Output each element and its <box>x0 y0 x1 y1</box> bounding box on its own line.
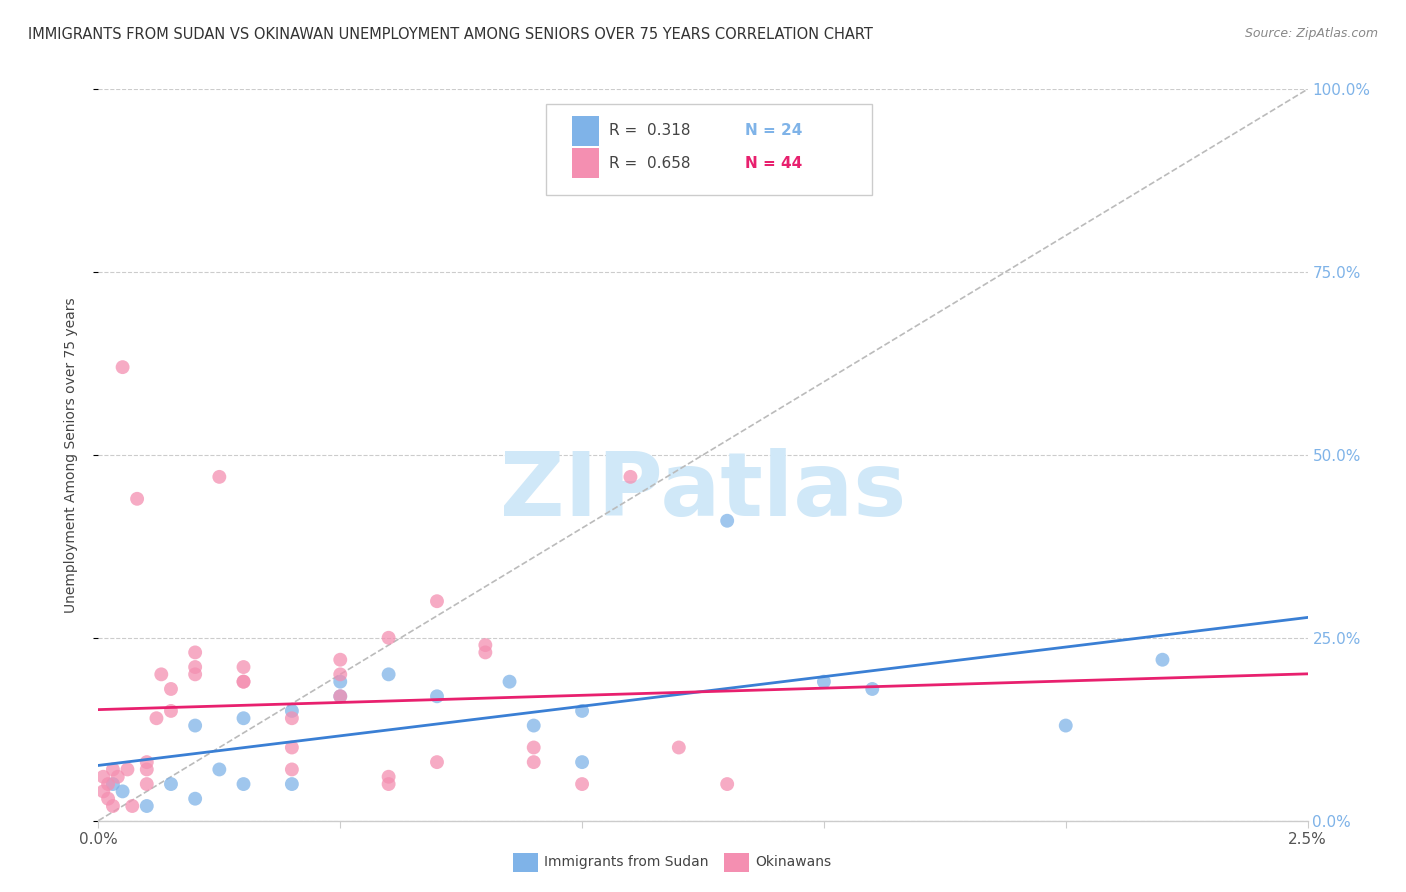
Point <box>281 740 304 755</box>
Point <box>97 791 120 805</box>
Point <box>668 740 690 755</box>
Point <box>135 755 157 769</box>
Point <box>281 711 304 725</box>
Point <box>208 763 231 777</box>
FancyBboxPatch shape <box>546 103 872 195</box>
Point <box>329 690 352 704</box>
Point <box>523 740 546 755</box>
Point <box>150 667 173 681</box>
Point <box>208 470 231 484</box>
Point <box>107 770 129 784</box>
Point <box>498 674 520 689</box>
Point <box>160 704 183 718</box>
Point <box>716 514 738 528</box>
Point <box>474 638 496 652</box>
Point <box>281 704 304 718</box>
Point <box>135 777 157 791</box>
Point <box>329 653 352 667</box>
Point <box>571 755 593 769</box>
Point <box>329 690 352 704</box>
Point <box>184 667 207 681</box>
Text: R =  0.318: R = 0.318 <box>609 123 690 138</box>
Point <box>281 777 304 791</box>
Point <box>571 777 593 791</box>
Text: ZIPatlas: ZIPatlas <box>501 448 905 535</box>
Point <box>619 470 641 484</box>
Point <box>329 667 352 681</box>
Point <box>117 763 139 777</box>
Point <box>232 674 254 689</box>
Point <box>426 690 449 704</box>
Point <box>1054 718 1077 732</box>
Text: N = 44: N = 44 <box>745 155 803 170</box>
Point <box>813 674 835 689</box>
Point <box>101 763 124 777</box>
Text: Okinawans: Okinawans <box>755 855 831 869</box>
Point <box>474 645 496 659</box>
Point <box>127 491 149 506</box>
Text: Source: ZipAtlas.com: Source: ZipAtlas.com <box>1244 27 1378 40</box>
Point <box>91 784 114 798</box>
Point <box>184 791 207 805</box>
Point <box>160 681 183 696</box>
Point <box>232 777 254 791</box>
Point <box>426 594 449 608</box>
Text: IMMIGRANTS FROM SUDAN VS OKINAWAN UNEMPLOYMENT AMONG SENIORS OVER 75 YEARS CORRE: IMMIGRANTS FROM SUDAN VS OKINAWAN UNEMPL… <box>28 27 873 42</box>
Point <box>281 763 304 777</box>
Point <box>91 770 114 784</box>
Point <box>377 770 399 784</box>
Text: N = 24: N = 24 <box>745 123 803 138</box>
FancyBboxPatch shape <box>572 116 599 146</box>
Point <box>111 360 134 375</box>
Point <box>184 660 207 674</box>
Text: R =  0.658: R = 0.658 <box>609 155 690 170</box>
Point <box>716 777 738 791</box>
Point <box>232 674 254 689</box>
Point <box>160 777 183 791</box>
Point <box>523 755 546 769</box>
Point <box>232 660 254 674</box>
Point <box>571 704 593 718</box>
Point <box>1152 653 1174 667</box>
Point <box>184 645 207 659</box>
Point <box>377 667 399 681</box>
Point <box>329 674 352 689</box>
Point <box>426 755 449 769</box>
Point <box>111 784 134 798</box>
Y-axis label: Unemployment Among Seniors over 75 years: Unemployment Among Seniors over 75 years <box>63 297 77 613</box>
Point <box>101 799 124 814</box>
Point <box>377 777 399 791</box>
Point <box>135 763 157 777</box>
Text: Immigrants from Sudan: Immigrants from Sudan <box>544 855 709 869</box>
Point <box>145 711 167 725</box>
Point <box>860 681 883 696</box>
Point <box>121 799 143 814</box>
Point <box>523 718 546 732</box>
Point <box>97 777 120 791</box>
Point <box>101 777 124 791</box>
Point <box>377 631 399 645</box>
Point <box>184 718 207 732</box>
Point <box>232 711 254 725</box>
Point <box>135 799 157 814</box>
FancyBboxPatch shape <box>572 148 599 178</box>
